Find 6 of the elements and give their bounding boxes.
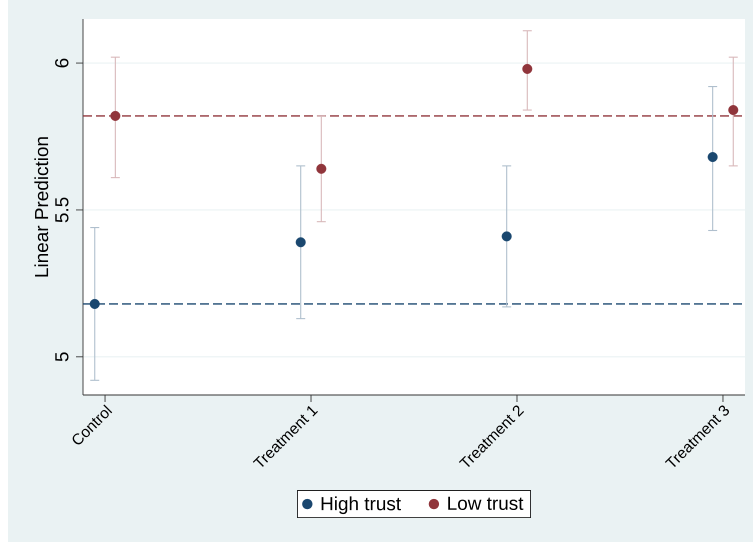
y-tick-label: 6 [55, 58, 68, 68]
y-tick-label: 5.5 [55, 198, 68, 222]
y-axis-title: Linear Prediction [34, 137, 48, 276]
legend-label: Low trust [448, 496, 524, 510]
legend-label: High trust [322, 496, 401, 514]
y-tick-label: 5 [55, 352, 68, 362]
